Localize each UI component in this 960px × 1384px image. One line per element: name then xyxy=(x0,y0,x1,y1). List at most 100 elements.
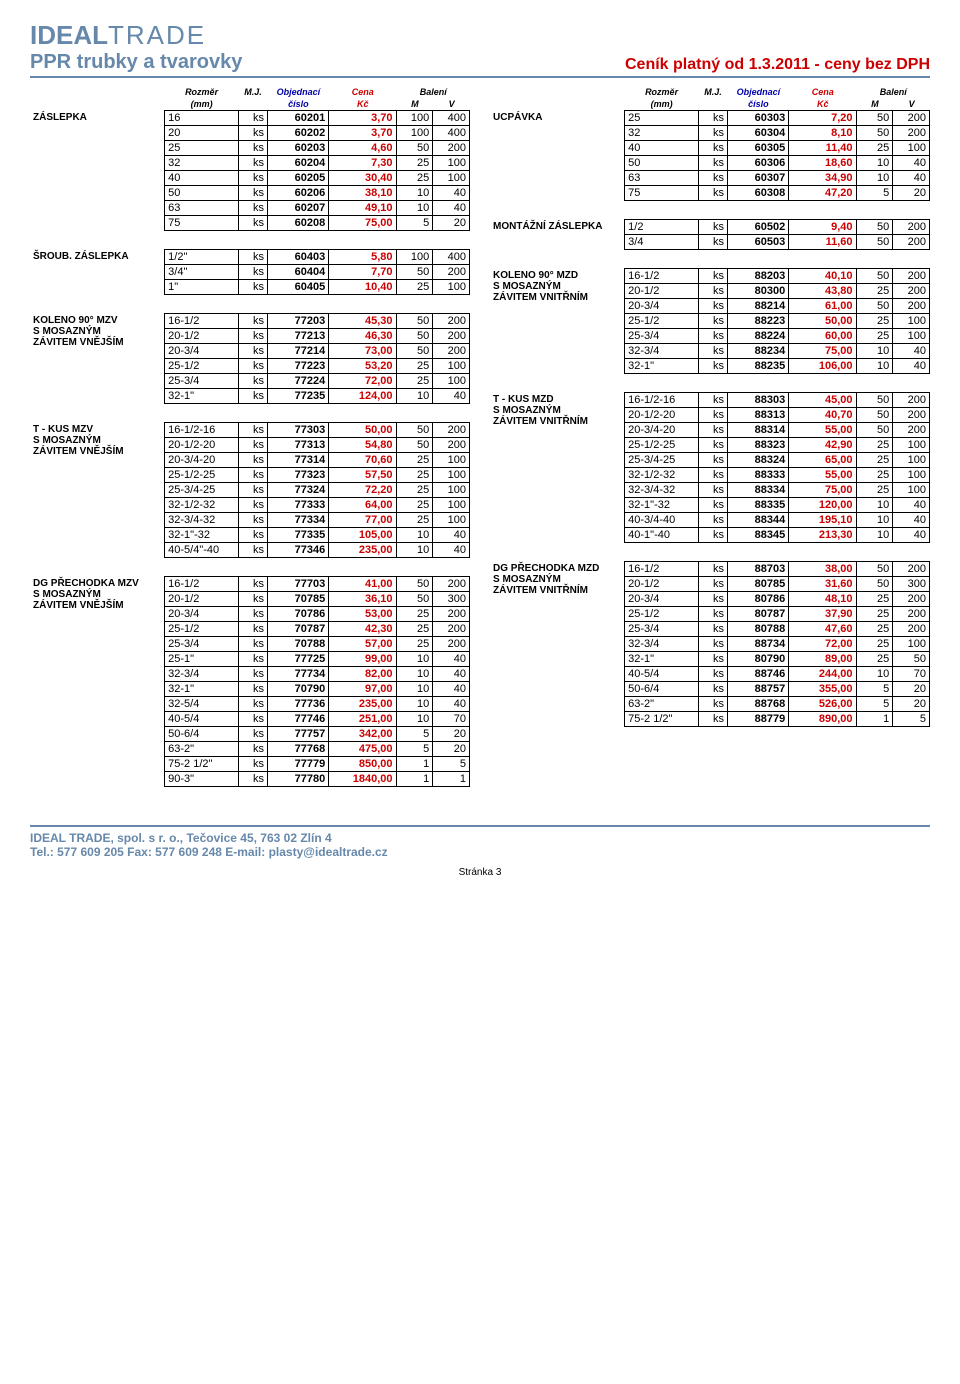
cell-size: 16-1/2 xyxy=(625,562,698,577)
cell-price: 48,10 xyxy=(789,592,856,607)
cell-pack-v: 200 xyxy=(893,299,930,314)
cell-price: 213,30 xyxy=(789,528,856,543)
cell-pack-v: 70 xyxy=(433,712,470,727)
cell-unit: ks xyxy=(698,171,727,186)
cell-code: 77333 xyxy=(267,498,328,513)
cell-code: 88214 xyxy=(727,299,788,314)
cell-unit: ks xyxy=(698,712,727,727)
cell-pack-m: 25 xyxy=(396,483,433,498)
cell-unit: ks xyxy=(238,513,267,528)
cell-pack-m: 5 xyxy=(856,697,893,712)
cell-code: 88235 xyxy=(727,359,788,374)
cell-size: 63-2" xyxy=(165,742,238,757)
logo-bold: IDEAL xyxy=(30,20,108,50)
cell-size: 40 xyxy=(165,171,238,186)
hdr-rozmer: Rozměr xyxy=(165,86,239,98)
cell-size: 20-1/2 xyxy=(625,284,698,299)
cell-unit: ks xyxy=(238,126,267,141)
cell-price: 235,00 xyxy=(329,543,396,558)
cell-pack-m: 10 xyxy=(856,359,893,374)
cell-code: 88234 xyxy=(727,344,788,359)
cell-unit: ks xyxy=(698,126,727,141)
product-name: ZÁSLEPKA xyxy=(30,111,165,231)
cell-pack-m: 25 xyxy=(396,374,433,389)
cell-unit: ks xyxy=(238,637,267,652)
cell-price: 99,00 xyxy=(329,652,396,667)
cell-price: 54,80 xyxy=(329,438,396,453)
cell-code: 80790 xyxy=(727,652,788,667)
cell-code: 88203 xyxy=(727,269,788,284)
cell-price: 34,90 xyxy=(789,171,856,186)
cell-price: 120,00 xyxy=(789,498,856,513)
cell-pack-m: 10 xyxy=(396,682,433,697)
product-name: KOLENO 90° MZDS MOSAZNÝMZÁVITEM VNITŘNÍM xyxy=(490,269,625,374)
cell-price: 82,00 xyxy=(329,667,396,682)
cell-pack-v: 400 xyxy=(433,126,470,141)
cell-pack-v: 40 xyxy=(433,682,470,697)
cell-size: 1" xyxy=(165,280,238,295)
hdr-mj: M.J. xyxy=(698,86,727,98)
cell-pack-m: 100 xyxy=(396,111,433,126)
table-row: T - KUS MZDS MOSAZNÝMZÁVITEM VNITŘNÍM16-… xyxy=(490,393,930,408)
product-name: T - KUS MZVS MOSAZNÝMZÁVITEM VNĚJŠÍM xyxy=(30,423,165,558)
cell-code: 88335 xyxy=(727,498,788,513)
cell-unit: ks xyxy=(698,667,727,682)
cell-price: 1840,00 xyxy=(329,772,396,787)
cell-unit: ks xyxy=(238,727,267,742)
cell-size: 3/4" xyxy=(165,265,238,280)
cell-code: 88314 xyxy=(727,423,788,438)
cell-unit: ks xyxy=(238,528,267,543)
cell-unit: ks xyxy=(238,156,267,171)
cell-unit: ks xyxy=(238,329,267,344)
cell-pack-v: 200 xyxy=(433,622,470,637)
cell-pack-v: 20 xyxy=(433,727,470,742)
product-name: UCPÁVKA xyxy=(490,111,625,201)
cell-code: 77703 xyxy=(267,577,328,592)
cell-unit: ks xyxy=(238,468,267,483)
table-row: MONTÁŽNÍ ZÁSLEPKA1/2ks605029,4050200 xyxy=(490,220,930,235)
cell-code: 77323 xyxy=(267,468,328,483)
cell-size: 32-5/4 xyxy=(165,697,238,712)
cell-size: 75-2 1/2" xyxy=(625,712,698,727)
cell-pack-v: 300 xyxy=(433,592,470,607)
hdr-mm: (mm) xyxy=(625,98,699,110)
cell-price: 42,30 xyxy=(329,622,396,637)
cell-unit: ks xyxy=(698,393,727,408)
cell-unit: ks xyxy=(238,265,267,280)
cell-unit: ks xyxy=(698,111,727,126)
cell-unit: ks xyxy=(238,389,267,404)
cell-pack-v: 20 xyxy=(893,682,930,697)
cell-size: 25-1/2-25 xyxy=(625,438,698,453)
page-number: Stránka 3 xyxy=(30,867,930,878)
cell-code: 77746 xyxy=(267,712,328,727)
cell-code: 60303 xyxy=(727,111,788,126)
cell-code: 60207 xyxy=(267,201,328,216)
cell-pack-v: 40 xyxy=(433,543,470,558)
cell-size: 40-5/4 xyxy=(625,667,698,682)
cell-pack-m: 50 xyxy=(396,265,433,280)
cell-pack-m: 50 xyxy=(396,314,433,329)
cell-unit: ks xyxy=(698,483,727,498)
cell-price: 45,00 xyxy=(789,393,856,408)
cell-size: 20-1/2-20 xyxy=(165,438,238,453)
cell-pack-v: 200 xyxy=(433,423,470,438)
cell-pack-m: 50 xyxy=(396,329,433,344)
cell-unit: ks xyxy=(238,423,267,438)
cell-pack-m: 10 xyxy=(856,513,893,528)
cell-pack-m: 50 xyxy=(396,344,433,359)
cell-code: 60208 xyxy=(267,216,328,231)
cell-size: 25-3/4 xyxy=(625,622,698,637)
cell-pack-v: 400 xyxy=(433,250,470,265)
cell-pack-m: 50 xyxy=(856,393,893,408)
cell-price: 46,30 xyxy=(329,329,396,344)
cell-unit: ks xyxy=(238,592,267,607)
product-table: UCPÁVKA25ks603037,205020032ks603048,1050… xyxy=(490,110,930,201)
cell-pack-m: 50 xyxy=(856,577,893,592)
cell-pack-v: 200 xyxy=(893,235,930,250)
cell-pack-v: 200 xyxy=(893,592,930,607)
cell-price: 124,00 xyxy=(329,389,396,404)
product-name: MONTÁŽNÍ ZÁSLEPKA xyxy=(490,220,625,250)
cell-pack-v: 200 xyxy=(893,393,930,408)
header-table-left: Rozměr M.J. Objednací Cena Balení (mm) č… xyxy=(30,86,470,110)
cell-size: 40-1"-40 xyxy=(625,528,698,543)
